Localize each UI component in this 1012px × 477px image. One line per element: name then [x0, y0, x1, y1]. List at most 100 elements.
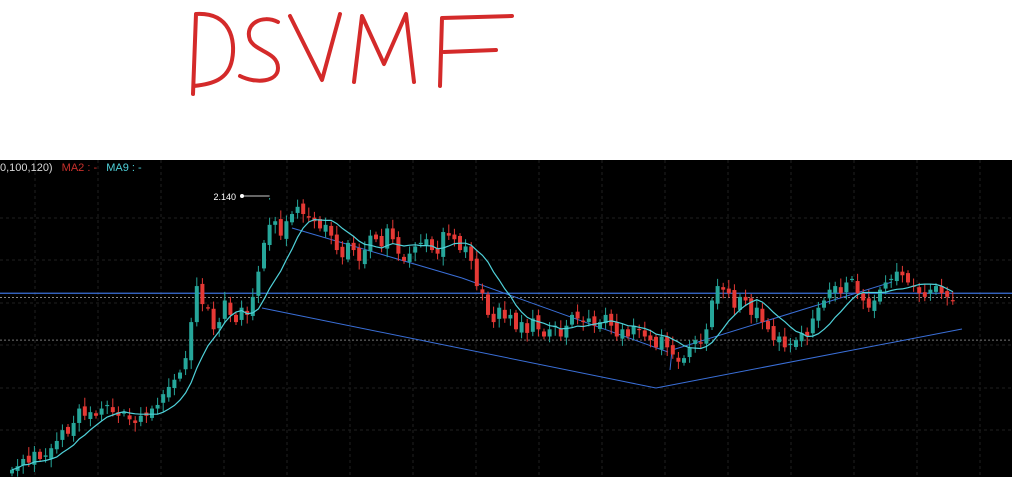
candle-body	[682, 358, 686, 363]
candle-body	[133, 420, 138, 423]
annotation-area	[0, 0, 1012, 160]
candle-body	[872, 300, 877, 311]
candle-body	[49, 448, 54, 459]
candle-body	[906, 273, 910, 283]
candle-body	[603, 314, 608, 324]
candle-body	[21, 458, 26, 466]
candle-body	[934, 286, 938, 292]
candle-body	[200, 283, 205, 305]
candle-body	[558, 328, 563, 337]
candle-body	[519, 322, 524, 333]
candle-body	[805, 331, 810, 337]
candle-body	[788, 343, 793, 346]
candle-body	[827, 289, 832, 299]
peak-price-label: 2.140	[213, 192, 236, 202]
chart-canvas[interactable]: 2.140	[0, 160, 1012, 477]
candle-body	[446, 233, 451, 236]
candle-body	[833, 286, 838, 293]
legend-ma9: MA9 : -	[106, 162, 142, 174]
candle-body	[474, 258, 479, 287]
candle-body	[822, 300, 826, 308]
handwritten-annotation	[191, 11, 514, 96]
candle-body	[900, 271, 905, 276]
candle-body	[502, 309, 507, 319]
candle-body	[766, 321, 770, 330]
candle-body	[670, 345, 675, 355]
candle-body	[150, 408, 154, 418]
candle-body	[928, 289, 933, 294]
candle-body	[290, 214, 294, 223]
candle-body	[256, 271, 261, 296]
candle-body	[206, 307, 210, 309]
candle-body	[374, 234, 378, 240]
legend-params: 0,100,120)	[0, 162, 53, 174]
candle-body	[424, 239, 429, 246]
candle-body	[637, 328, 642, 331]
candle-body	[418, 242, 423, 245]
candle-body	[88, 412, 93, 420]
candle-body	[609, 313, 614, 326]
candle-body	[626, 329, 630, 337]
candle-body	[883, 282, 888, 289]
candle-body	[357, 247, 362, 261]
candle-body	[715, 286, 720, 304]
candle-body	[838, 287, 843, 294]
candle-body	[60, 430, 65, 440]
candle-body	[346, 242, 350, 260]
candle-body	[687, 347, 692, 358]
candle-body	[323, 224, 328, 232]
candle-body	[659, 336, 664, 350]
candle-body	[77, 408, 82, 423]
candle-body	[239, 307, 244, 320]
candle-body	[66, 426, 70, 434]
candle-body	[351, 242, 356, 251]
candle-body	[306, 216, 311, 218]
candle-body	[525, 323, 530, 333]
candle-body	[390, 228, 395, 240]
candle-body	[760, 308, 765, 323]
candle-body	[732, 290, 737, 308]
candle-body	[362, 250, 367, 265]
candle-body	[894, 271, 899, 282]
candle-body	[782, 336, 787, 348]
candle-body	[273, 221, 278, 225]
candle-body	[866, 298, 871, 308]
candle-body	[710, 300, 714, 328]
candle-body	[166, 386, 171, 398]
candle-body	[105, 404, 110, 407]
candle-body	[592, 316, 597, 326]
candle-body	[435, 247, 440, 254]
candle-body	[704, 329, 709, 344]
candle-body	[542, 331, 546, 337]
candle-body	[917, 287, 922, 294]
candle-body	[452, 234, 457, 240]
candle-body	[850, 278, 854, 281]
candle-body	[648, 335, 653, 341]
candle-body	[54, 440, 59, 450]
indicator-legend: 0,100,120) MA2 : - MA9 : -	[0, 161, 148, 175]
candle-body	[295, 206, 300, 213]
candle-body	[99, 408, 104, 415]
candle-body	[922, 292, 927, 297]
candle-body	[491, 313, 496, 323]
candle-body	[38, 451, 42, 459]
candle-body	[950, 300, 955, 302]
candle-body	[799, 332, 804, 342]
candle-body	[217, 322, 222, 329]
candle-body	[250, 296, 255, 316]
candle-body	[463, 246, 468, 253]
candle-body	[777, 336, 782, 343]
stock-chart[interactable]: 2.140 0,100,120) MA2 : - MA9 : -	[0, 160, 1012, 477]
trend-line	[655, 328, 963, 389]
candle-body	[508, 314, 513, 319]
candle-body	[441, 232, 446, 257]
candle-body	[861, 293, 866, 301]
candle-body	[407, 253, 412, 262]
candle-body	[469, 246, 474, 261]
candle-body	[497, 307, 502, 319]
candle-body	[284, 221, 289, 239]
candle-body	[194, 286, 199, 323]
candle-body	[10, 469, 14, 474]
candle-body	[945, 291, 950, 297]
legend-ma2: MA2 : -	[61, 162, 98, 174]
